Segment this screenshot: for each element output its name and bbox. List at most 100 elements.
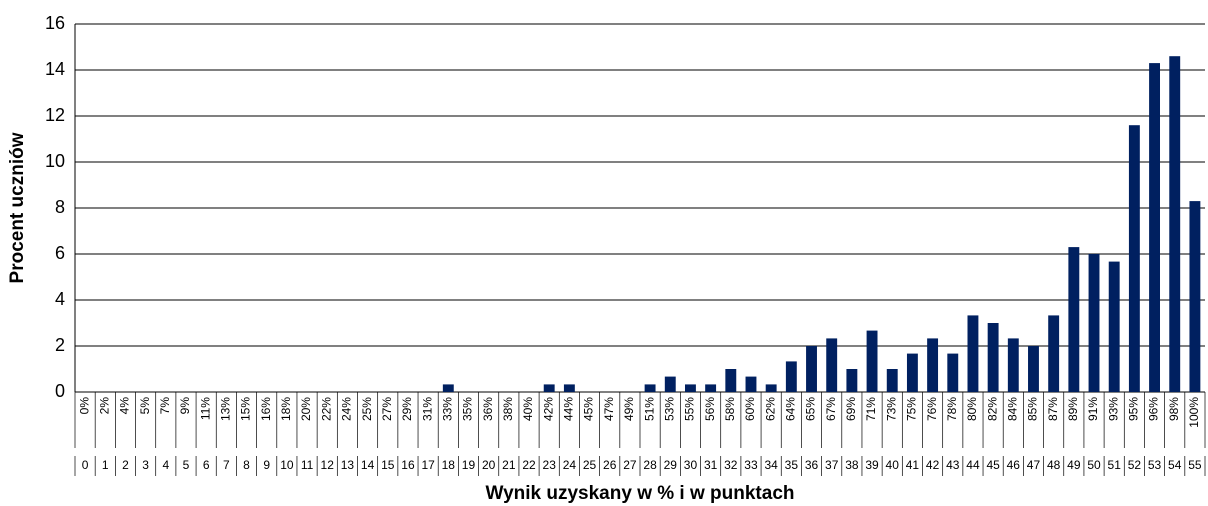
- percent-label: 35%: [461, 397, 475, 421]
- bar: [664, 376, 676, 392]
- x-tick-label: 6: [203, 458, 210, 472]
- x-tick-label: 51: [1108, 458, 1122, 472]
- bar: [1149, 63, 1161, 392]
- x-tick-label: 31: [704, 458, 718, 472]
- percent-label: 22%: [319, 397, 333, 421]
- bar: [1128, 125, 1140, 392]
- bar: [1048, 315, 1060, 392]
- x-tick-label: 36: [805, 458, 819, 472]
- x-axis-title: Wynik uzyskany w % i w punktach: [485, 483, 794, 504]
- percent-label: 75%: [905, 397, 919, 421]
- percent-label: 40%: [521, 397, 535, 421]
- x-tick-label: 14: [361, 458, 375, 472]
- percent-label: 53%: [662, 397, 676, 421]
- x-tick-label: 11: [301, 458, 314, 472]
- percent-label: 60%: [743, 397, 757, 421]
- percent-label: 96%: [1147, 397, 1161, 421]
- bar: [725, 369, 737, 392]
- bar: [1189, 201, 1201, 392]
- x-tick-label: 7: [223, 458, 230, 472]
- x-tick-label: 2: [122, 458, 129, 472]
- x-tick-label: 45: [986, 458, 1000, 472]
- percent-label: 44%: [562, 397, 576, 421]
- percent-label: 67%: [824, 397, 838, 421]
- x-tick-label: 8: [243, 458, 250, 472]
- percent-label: 45%: [582, 397, 596, 421]
- percent-label: 100%: [1187, 397, 1201, 428]
- y-tick-label: 6: [55, 243, 65, 263]
- bar: [1068, 247, 1080, 392]
- x-tick-label: 46: [1007, 458, 1021, 472]
- x-tick-label: 32: [724, 458, 738, 472]
- bar: [785, 361, 797, 392]
- x-tick-label: 49: [1067, 458, 1081, 472]
- x-tick-label: 42: [926, 458, 940, 472]
- y-tick-label: 12: [45, 105, 65, 125]
- x-tick-label: 3: [142, 458, 149, 472]
- percent-label: 24%: [340, 397, 354, 421]
- percent-label: 0%: [77, 397, 91, 415]
- x-tick-label: 24: [563, 458, 577, 472]
- x-tick-label: 41: [906, 458, 920, 472]
- percent-label: 42%: [541, 397, 555, 421]
- percent-label: 95%: [1127, 397, 1141, 421]
- bar: [684, 384, 696, 392]
- x-tick-label: 10: [280, 458, 294, 472]
- bar: [1007, 338, 1019, 392]
- x-tick-label: 4: [162, 458, 169, 472]
- x-tick-label: 13: [341, 458, 355, 472]
- x-tick-label: 1: [102, 458, 109, 472]
- percent-label: 7%: [158, 397, 172, 415]
- x-tick-label: 50: [1087, 458, 1101, 472]
- x-tick-label: 22: [522, 458, 536, 472]
- x-tick-label: 16: [401, 458, 415, 472]
- percent-label: 85%: [1026, 397, 1040, 421]
- bar: [765, 384, 777, 392]
- bar: [846, 369, 858, 392]
- x-tick-label: 23: [543, 458, 557, 472]
- x-tick-label: 12: [321, 458, 335, 472]
- y-tick-label: 2: [55, 335, 65, 355]
- bar: [543, 384, 555, 392]
- x-tick-label: 28: [643, 458, 657, 472]
- bar: [806, 346, 817, 392]
- percent-label: 36%: [481, 397, 495, 421]
- percent-label: 9%: [178, 397, 192, 415]
- percent-label: 11%: [198, 397, 212, 420]
- bar: [987, 323, 999, 392]
- percent-label: 80%: [965, 397, 979, 421]
- x-tick-label: 9: [263, 458, 270, 472]
- bar: [866, 330, 878, 392]
- x-tick-label: 20: [482, 458, 496, 472]
- y-tick-label: 8: [55, 197, 65, 217]
- x-tick-label: 17: [421, 458, 435, 472]
- percent-label: 31%: [420, 397, 434, 421]
- percent-label: 16%: [259, 397, 273, 421]
- x-tick-label: 19: [462, 458, 476, 472]
- x-tick-label: 44: [966, 458, 980, 472]
- percent-label: 65%: [804, 397, 818, 421]
- percent-label: 62%: [763, 397, 777, 421]
- y-tick-label: 16: [45, 13, 65, 33]
- percent-label: 4%: [118, 397, 132, 415]
- x-tick-label: 55: [1188, 458, 1202, 472]
- bar: [745, 376, 757, 392]
- x-tick-label: 27: [623, 458, 637, 472]
- x-tick-label: 53: [1148, 458, 1162, 472]
- x-tick-label: 54: [1168, 458, 1182, 472]
- bar: [826, 338, 838, 392]
- percent-label: 20%: [299, 397, 313, 421]
- percent-label: 18%: [279, 397, 293, 421]
- percent-label: 93%: [1106, 397, 1120, 421]
- bar: [886, 369, 898, 392]
- percent-label: 82%: [985, 397, 999, 421]
- percent-label: 5%: [138, 397, 152, 415]
- percent-label: 56%: [703, 397, 717, 421]
- x-tick-label: 29: [664, 458, 678, 472]
- bar: [563, 384, 575, 392]
- percent-label: 69%: [844, 397, 858, 421]
- x-tick-label: 25: [583, 458, 597, 472]
- y-tick-label: 10: [45, 151, 65, 171]
- y-tick-label: 4: [55, 289, 65, 309]
